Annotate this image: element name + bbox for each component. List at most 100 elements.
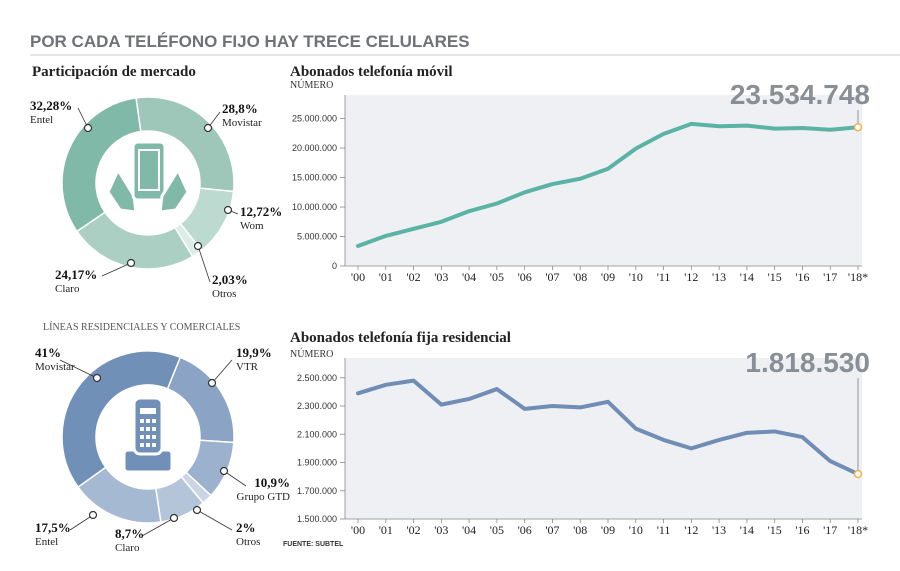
value-label: 12,72% <box>240 204 282 219</box>
chart-title: Abonados telefonía fija residencial <box>290 330 511 346</box>
leader-dot <box>88 510 98 520</box>
x-tick-label: '00 <box>351 523 365 537</box>
y-tick-label: 1.500.000 <box>297 514 337 524</box>
category-label: Movistar <box>35 361 75 373</box>
value-label: 17,5% <box>35 520 71 535</box>
value-annotation: 1.818.530 <box>745 347 870 378</box>
x-tick-label: '17 <box>823 523 837 537</box>
highlight-point <box>853 469 863 479</box>
x-tick-label: '17 <box>823 270 837 284</box>
value-label: 32,28% <box>30 98 72 113</box>
x-tick-label: '08 <box>573 523 587 537</box>
y-tick-label: 25.000.000 <box>292 114 337 124</box>
landline-icon <box>122 396 174 474</box>
x-tick-label: '07 <box>545 270 559 284</box>
y-axis-label: NÚMERO <box>290 79 333 91</box>
x-tick-label: '15 <box>768 523 782 537</box>
y-tick-label: 5.000.000 <box>297 232 337 242</box>
x-tick-label: '11 <box>657 523 671 537</box>
category-label: Movistar <box>222 117 262 129</box>
data-line <box>356 121 860 248</box>
x-tick-label: '04 <box>462 523 476 537</box>
value-label: 41% <box>35 345 61 360</box>
x-tick-label: '05 <box>490 523 504 537</box>
x-tick-label: '03 <box>434 270 448 284</box>
leader-dot <box>83 123 93 133</box>
plot-background <box>345 358 862 519</box>
leader-line <box>59 359 98 379</box>
leader-line <box>223 470 247 487</box>
value-label: 2% <box>236 520 256 535</box>
x-tick-label: '09 <box>601 523 615 537</box>
x-tick-label: '18* <box>848 523 868 537</box>
category-label: Entel <box>35 536 58 548</box>
leader-line <box>211 359 233 384</box>
leader-dot <box>169 513 179 523</box>
y-tick-label: 1.900.000 <box>297 458 337 468</box>
x-tick-label: '15 <box>768 270 782 284</box>
leader-dot <box>126 258 136 268</box>
value-label: 24,17% <box>55 267 97 282</box>
x-tick-label: '01 <box>379 270 393 284</box>
leader-line <box>141 517 175 537</box>
chart-subtitle: LÍNEAS RESIDENCIALES Y COMERCIALES <box>43 321 240 333</box>
value-label: 10,9% <box>254 475 290 490</box>
donut-slice <box>135 96 235 193</box>
category-label: Otros <box>212 288 236 300</box>
x-tick-label: '08 <box>573 270 587 284</box>
category-label: Wom <box>240 220 264 232</box>
leader-dot <box>192 505 202 515</box>
x-tick-label: '04 <box>462 270 476 284</box>
value-label: 8,7% <box>115 526 144 541</box>
value-label: 2,03% <box>212 272 248 287</box>
y-tick-label: 2.500.000 <box>297 373 337 383</box>
mobile-icon <box>106 140 190 214</box>
leader-dot <box>193 241 203 251</box>
leader-line <box>197 245 211 283</box>
x-tick-label: '14 <box>740 523 754 537</box>
category-label: Claro <box>115 542 140 554</box>
x-tick-label: '12 <box>684 270 698 284</box>
x-tick-label: '16 <box>795 523 809 537</box>
charts: 28,8%Movistar12,72%Wom2,03%Otros24,17%Cl… <box>30 79 870 554</box>
leader-dot <box>207 378 217 388</box>
x-tick-label: '13 <box>712 270 726 284</box>
donut-slice <box>61 96 142 233</box>
x-tick-label: '12 <box>684 523 698 537</box>
x-tick-label: '03 <box>434 523 448 537</box>
leader-line <box>69 514 94 531</box>
value-label: 19,9% <box>236 345 272 360</box>
leader-dot <box>92 373 102 383</box>
y-tick-label: 2.300.000 <box>297 401 337 411</box>
x-tick-label: '13 <box>712 523 726 537</box>
category-label: Otros <box>236 536 260 548</box>
data-line <box>356 378 860 477</box>
leader-dot <box>219 466 229 476</box>
y-tick-label: 2.100.000 <box>297 429 337 439</box>
category-label: Claro <box>55 283 80 295</box>
x-tick-label: '18* <box>848 270 868 284</box>
chart-title: Abonados telefonía móvil <box>290 64 453 80</box>
source-note: FUENTE: SUBTEL <box>283 541 344 548</box>
category-label: Entel <box>30 114 53 126</box>
x-tick-label: '02 <box>406 523 420 537</box>
x-tick-label: '07 <box>545 523 559 537</box>
category-label: VTR <box>236 361 259 373</box>
x-tick-label: '10 <box>629 523 643 537</box>
plot-background <box>345 95 862 266</box>
y-tick-label: 15.000.000 <box>292 173 337 183</box>
y-axis-label: NÚMERO <box>290 348 333 360</box>
x-tick-label: '09 <box>601 270 615 284</box>
leader-line <box>101 262 132 277</box>
chart-title: Participación de mercado <box>32 64 196 80</box>
category-label: Grupo GTD <box>237 491 291 503</box>
x-tick-label: '00 <box>351 270 365 284</box>
page-title: POR CADA TELÉFONO FIJO HAY TRECE CELULAR… <box>30 32 470 51</box>
highlight-point <box>853 122 863 132</box>
x-tick-label: '06 <box>518 270 532 284</box>
y-tick-label: 0 <box>332 261 337 271</box>
x-tick-label: '10 <box>629 270 643 284</box>
x-tick-label: '02 <box>406 270 420 284</box>
donut-slice <box>61 350 182 489</box>
